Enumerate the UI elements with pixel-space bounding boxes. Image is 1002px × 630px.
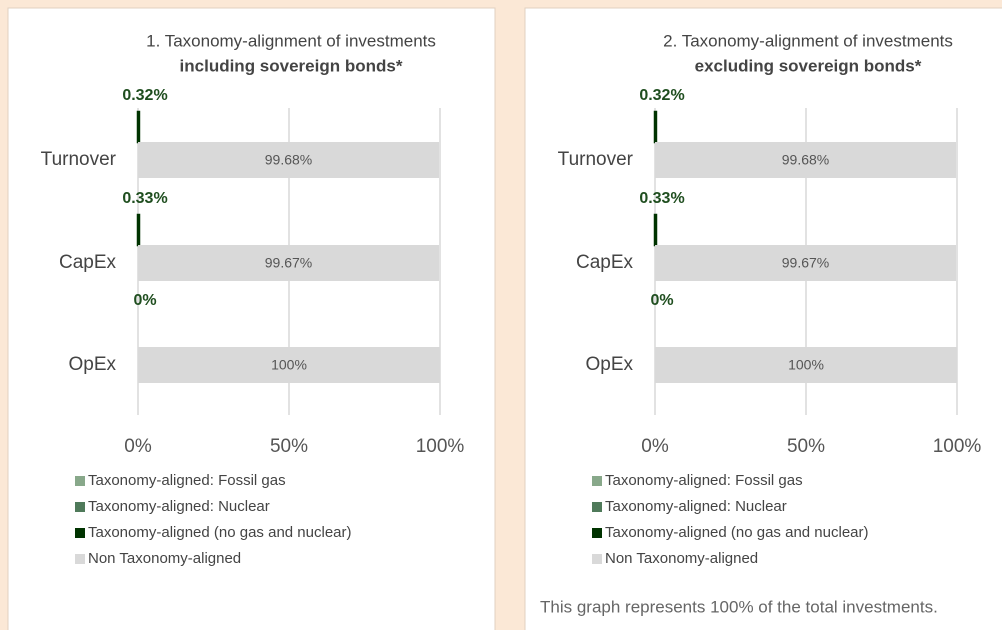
- bar: [653, 110, 658, 144]
- x-tick-label: 0%: [641, 436, 669, 457]
- chart-subtitle: including sovereign bonds*: [180, 56, 403, 75]
- legend-label: Non Taxonomy-aligned: [605, 550, 758, 567]
- legend-swatch: [75, 554, 85, 564]
- value-label: 100%: [788, 357, 824, 373]
- x-tick-label: 0%: [124, 436, 152, 457]
- legend-swatch: [75, 528, 85, 538]
- legend-label: Taxonomy-aligned: Nuclear: [605, 498, 787, 515]
- y-tick-label: OpEx: [68, 354, 116, 375]
- value-label: 99.68%: [265, 152, 312, 168]
- bar: [655, 142, 957, 178]
- legend-label: Taxonomy-aligned (no gas and nuclear): [605, 524, 869, 541]
- value-label: 0.33%: [639, 190, 684, 207]
- value-label: 100%: [271, 357, 307, 373]
- legend-swatch: [592, 554, 602, 564]
- panel: [7, 7, 496, 630]
- bar: [653, 213, 658, 247]
- value-label: 99.68%: [782, 152, 829, 168]
- legend-label: Taxonomy-aligned: Fossil gas: [605, 472, 803, 489]
- y-tick-label: CapEx: [576, 252, 634, 273]
- legend-swatch: [75, 476, 85, 486]
- bar: [138, 142, 440, 178]
- legend-swatch: [592, 502, 602, 512]
- legend-label: Taxonomy-aligned: Nuclear: [88, 498, 270, 515]
- value-label: 0.32%: [122, 87, 167, 104]
- panel: [524, 7, 1002, 630]
- x-tick-label: 50%: [787, 436, 825, 457]
- x-tick-label: 100%: [416, 436, 465, 457]
- value-label: 0.33%: [122, 190, 167, 207]
- y-tick-label: CapEx: [59, 252, 117, 273]
- bar: [138, 347, 440, 383]
- bar: [136, 110, 141, 144]
- value-label: 0%: [650, 292, 673, 309]
- value-label: 99.67%: [782, 255, 829, 271]
- x-tick-label: 50%: [270, 436, 308, 457]
- legend-swatch: [75, 502, 85, 512]
- legend-label: Taxonomy-aligned: Fossil gas: [88, 472, 286, 489]
- y-tick-label: Turnover: [558, 149, 634, 170]
- legend-swatch: [592, 476, 602, 486]
- bar: [655, 245, 957, 281]
- legend-swatch: [592, 528, 602, 538]
- bar: [655, 347, 957, 383]
- chart-title: 2. Taxonomy-alignment of investments: [663, 31, 953, 50]
- value-label: 99.67%: [265, 255, 312, 271]
- legend-label: Taxonomy-aligned (no gas and nuclear): [88, 524, 352, 541]
- note: This graph represents 100% of the total …: [540, 597, 938, 616]
- value-label: 0%: [133, 292, 156, 309]
- y-tick-label: OpEx: [585, 354, 633, 375]
- bar: [136, 213, 141, 247]
- y-tick-label: Turnover: [41, 149, 117, 170]
- chart-subtitle: excluding sovereign bonds*: [695, 56, 922, 75]
- value-label: 0.32%: [639, 87, 684, 104]
- legend-label: Non Taxonomy-aligned: [88, 550, 241, 567]
- x-tick-label: 100%: [933, 436, 982, 457]
- bar: [138, 245, 440, 281]
- chart-title: 1. Taxonomy-alignment of investments: [146, 31, 436, 50]
